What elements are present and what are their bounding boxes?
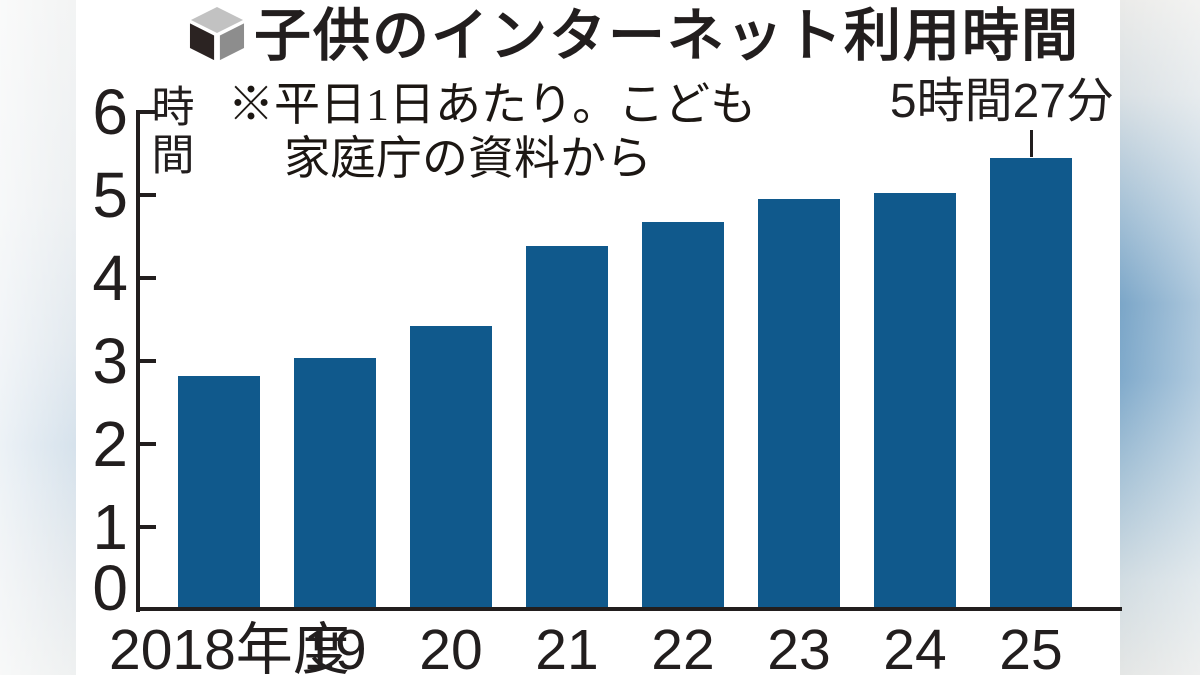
y-tick-1	[140, 525, 156, 529]
left-gradient-band	[0, 0, 76, 675]
x-axis-line	[136, 607, 1122, 611]
page-title: 子供のインターネット利用時間	[254, 4, 1080, 68]
note-line-2: 家庭庁の資料から	[284, 133, 652, 184]
x-tick-label-20: 20	[419, 618, 483, 675]
bar-20	[410, 326, 492, 610]
bar-23	[758, 199, 840, 610]
y-axis-line	[136, 110, 140, 612]
y-axis-unit-label: 時間	[145, 84, 193, 180]
y-tick-4	[140, 276, 156, 280]
x-tick-label-19: 19	[303, 618, 367, 675]
note-text: ※平日1日あたり。こども 家庭庁の資料から	[228, 78, 756, 186]
y-tick-3	[140, 359, 156, 363]
y-tick-label-2: 2	[92, 408, 128, 480]
bar-25	[990, 157, 1072, 610]
y-tick-5	[140, 193, 156, 197]
y-tick-label-6: 6	[92, 76, 128, 148]
x-tick-label-24: 24	[883, 618, 947, 675]
y-tick-label-5: 5	[92, 159, 128, 231]
x-tick-label-25: 25	[999, 618, 1063, 675]
bar-21	[526, 245, 608, 610]
title-row: 子供のインターネット利用時間	[188, 6, 1080, 66]
y-tick-2	[140, 442, 156, 446]
bar-2018年度	[178, 375, 260, 610]
y-tick-6	[140, 110, 156, 114]
y-tick-label-4: 4	[92, 242, 128, 314]
y-tick-label-1: 1	[92, 491, 128, 563]
x-tick-label-22: 22	[651, 618, 715, 675]
value-annotation: 5時間27分	[889, 75, 1114, 128]
y-tick-label-0: 0	[92, 552, 128, 624]
right-gradient-band	[1120, 0, 1200, 675]
y-tick-label-3: 3	[92, 325, 128, 397]
cube-icon	[189, 6, 245, 61]
bar-22	[642, 221, 724, 610]
bar-24	[874, 192, 956, 610]
x-tick-label-2018年度: 2018年度	[109, 618, 350, 675]
note-line-1: ※平日1日あたり。こども	[228, 79, 757, 130]
annotation-leader-line	[1029, 129, 1033, 157]
bar-19	[294, 357, 376, 610]
x-tick-label-23: 23	[767, 618, 831, 675]
x-tick-label-21: 21	[535, 618, 599, 675]
